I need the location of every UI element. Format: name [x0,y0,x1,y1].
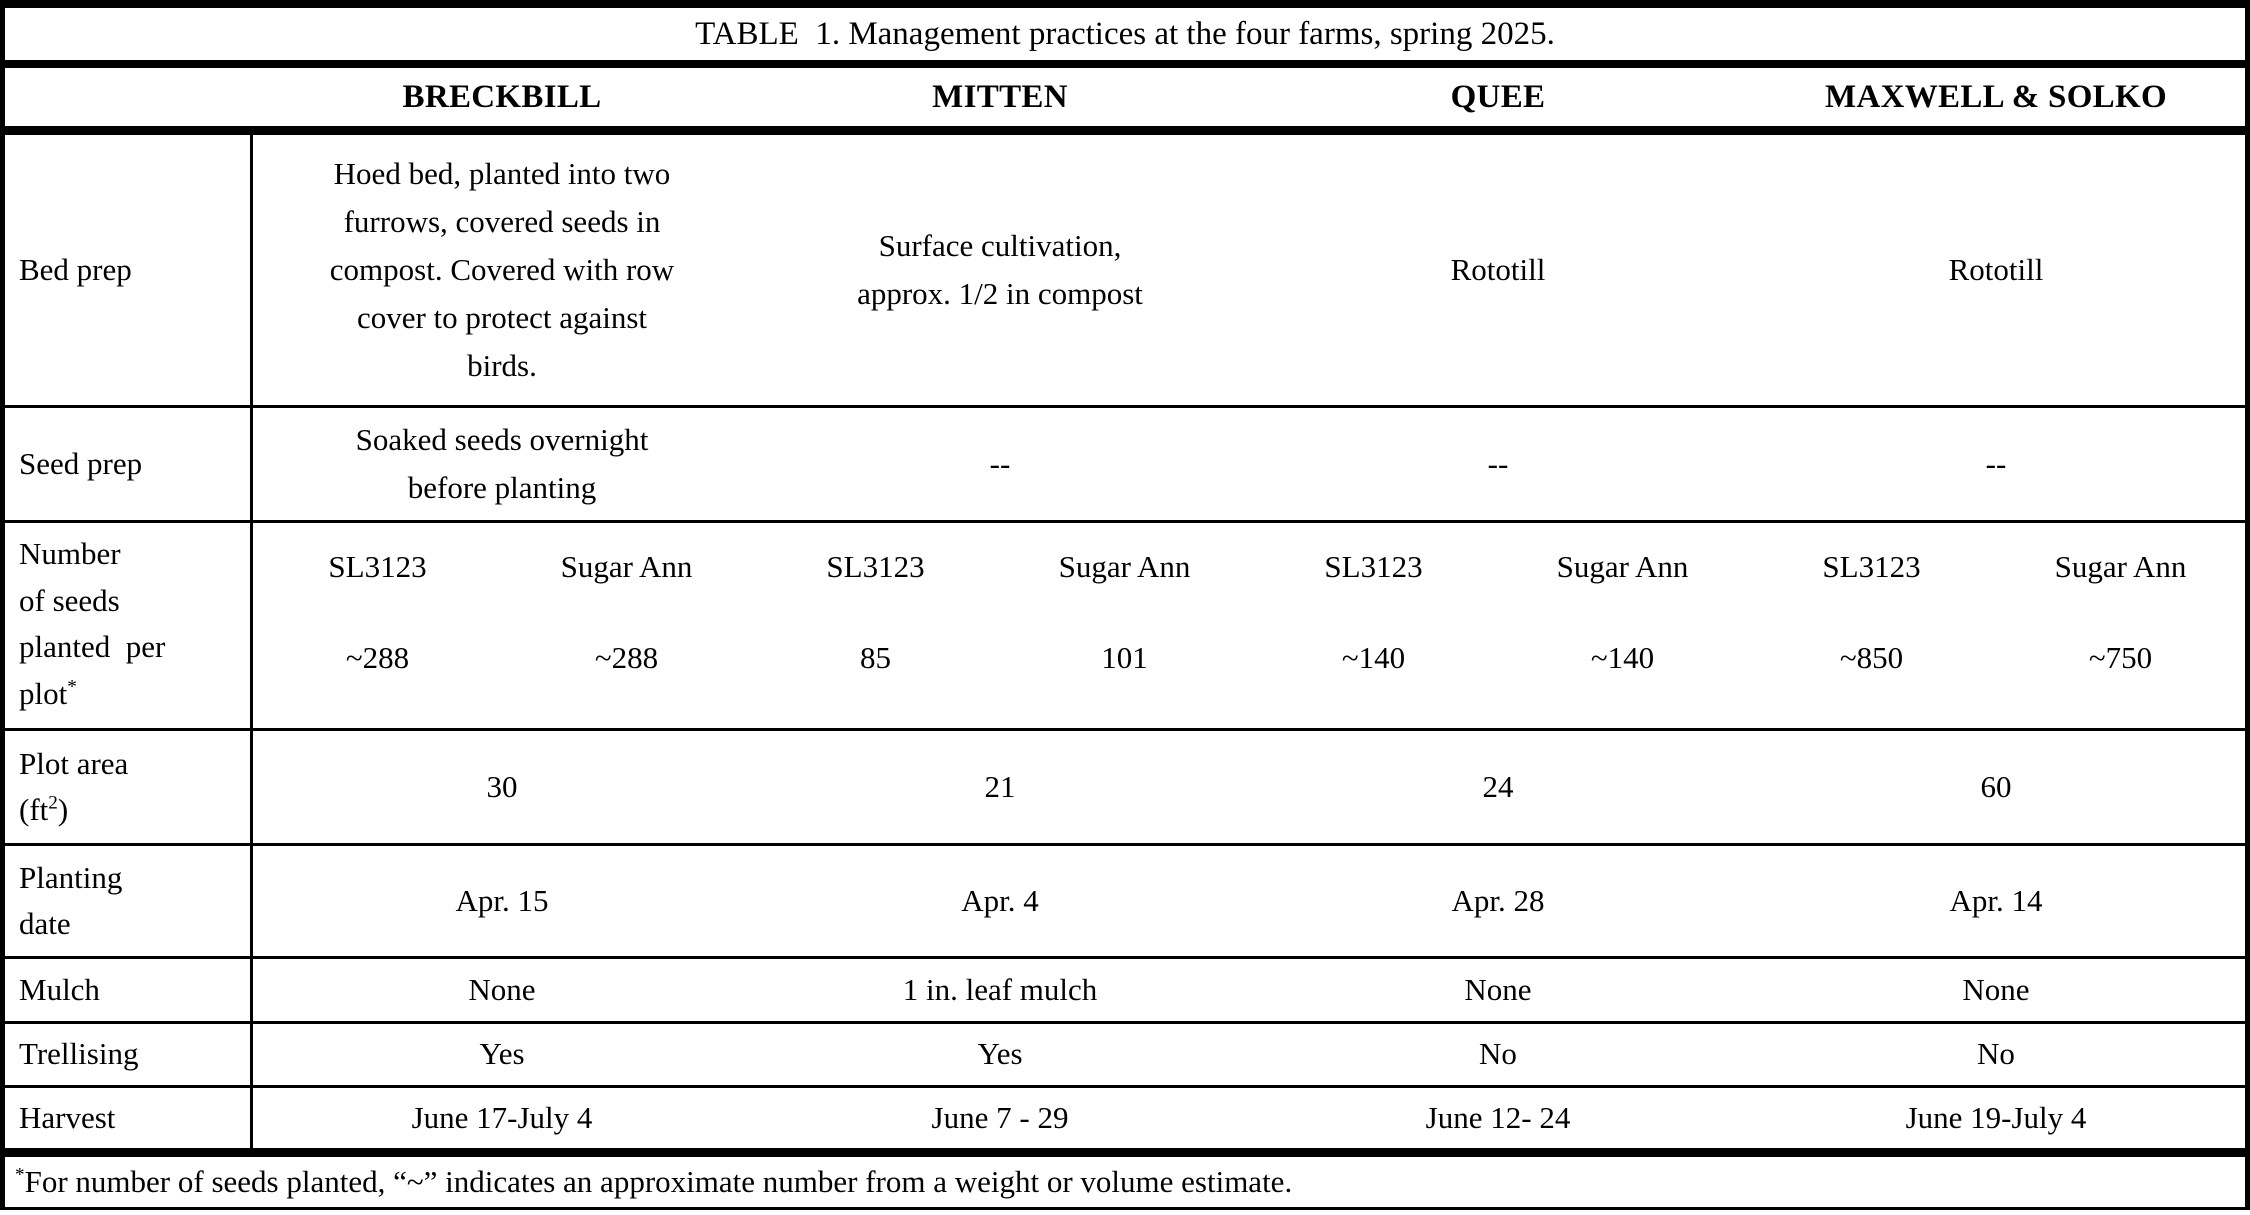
row-divider [5,1021,2245,1024]
row-divider [5,520,2245,523]
variety-name-sugar-ann: Sugar Ann [1058,549,1191,584]
row-label-mulch: Mulch [5,959,253,1021]
plot-area-unit-pre: (ft [19,792,49,827]
cell-seeds-maxwell-solko: SL3123 Sugar Ann ~850 ~750 [1747,523,2245,728]
cell-trellising-maxwell-solko: No [1977,1036,2015,1072]
column-header-maxwell-solko: MAXWELL & SOLKO [1825,78,2167,115]
row-label-harvest: Harvest [5,1088,253,1148]
cell-harvest-mitten: June 7 - 29 [931,1099,1069,1135]
row-label-seed-prep: Seed prep [5,408,253,520]
row-label-planting-date: Planting date [5,846,253,956]
plot-area-unit-post: ) [57,792,69,827]
variety-name-sugar-ann: Sugar Ann [1556,549,1689,584]
row-plot-area: Plot area (ft2) 30 21 24 60 [5,731,2245,843]
seed-count: ~288 [594,639,659,675]
cell-seeds-quee: SL3123 Sugar Ann ~140 ~140 [1249,523,1747,728]
variety-name-sl3123: SL3123 [826,549,925,584]
cell-seeds-breckbill: SL3123 Sugar Ann ~288 ~288 [253,523,751,728]
row-divider [5,405,2245,408]
header-spacer [5,68,253,126]
seed-count: ~140 [1590,639,1655,675]
row-seeds-planted: Number of seeds planted per plot* SL3123… [5,523,2245,728]
variety-name-sugar-ann: Sugar Ann [2054,549,2187,584]
header-divider-rule [5,126,2245,135]
cell-plot-area-maxwell-solko: 60 [1980,768,2012,804]
cell-trellising-mitten: Yes [977,1036,1023,1072]
caption-divider-rule [5,60,2245,68]
plot-area-label-line1: Plot area [19,745,129,781]
row-divider [5,956,2245,959]
cell-mulch-quee: None [1464,971,1532,1007]
cell-planting-date-breckbill: Apr. 15 [455,882,549,918]
table-bottom-rule [5,1207,2245,1210]
cell-harvest-breckbill: June 17-July 4 [411,1099,593,1135]
column-header-quee: QUEE [1450,78,1546,115]
row-label-bed-prep: Bed prep [5,135,253,405]
cell-plot-area-quee: 24 [1482,768,1514,804]
row-label-trellising: Trellising [5,1024,253,1085]
footnote-marker: * [15,1164,25,1186]
cell-mulch-mitten: 1 in. leaf mulch [902,971,1098,1007]
variety-name-sugar-ann: Sugar Ann [560,549,693,584]
seeds-label-footnote-marker: * [67,676,77,698]
table-footnote: *For number of seeds planted, “~” indica… [5,1157,2245,1207]
seed-count: ~850 [1839,639,1904,675]
row-harvest: Harvest June 17-July 4 June 7 - 29 June … [5,1088,2245,1148]
cell-planting-date-mitten: Apr. 4 [961,882,1039,918]
cell-plot-area-breckbill: 30 [486,768,518,804]
seed-count: 85 [860,639,891,675]
row-divider [5,843,2245,846]
seeds-label-text: Number of seeds planted per plot [19,536,166,711]
seed-count: 101 [1101,639,1148,675]
column-header-mitten: MITTEN [932,78,1068,115]
row-label-plot-area: Plot area (ft2) [5,731,253,843]
seed-count: ~750 [2088,639,2153,675]
cell-planting-date-quee: Apr. 28 [1451,882,1545,918]
cell-seed-prep-breckbill: Soaked seeds overnight before planting [355,421,649,505]
cell-seed-prep-mitten: -- [989,445,1011,481]
footnote-divider-rule [5,1148,2245,1157]
column-header-breckbill: BRECKBILL [402,78,602,115]
table-top-rule [5,0,2245,8]
cell-seed-prep-maxwell-solko: -- [1985,445,2007,481]
cell-bed-prep-quee: Rototill [1450,251,1546,287]
cell-harvest-maxwell-solko: June 19-July 4 [1905,1099,2087,1135]
row-bed-prep: Bed prep Hoed bed, planted into two furr… [5,135,2245,405]
row-divider [5,1085,2245,1088]
cell-mulch-breckbill: None [468,971,536,1007]
plot-area-unit-exponent: 2 [48,792,58,814]
cell-seed-prep-quee: -- [1487,445,1509,481]
cell-bed-prep-maxwell-solko: Rototill [1948,251,2044,287]
cell-bed-prep-mitten: Surface cultivation, approx. 1/2 in comp… [857,227,1143,311]
cell-mulch-maxwell-solko: None [1962,971,2030,1007]
cell-trellising-quee: No [1479,1036,1517,1072]
cell-trellising-breckbill: Yes [479,1036,525,1072]
row-seed-prep: Seed prep Soaked seeds overnight before … [5,408,2245,520]
variety-name-sl3123: SL3123 [1324,549,1423,584]
row-label-seeds-planted: Number of seeds planted per plot* [5,523,253,728]
cell-harvest-quee: June 12- 24 [1425,1099,1571,1135]
cell-bed-prep-breckbill: Hoed bed, planted into two furrows, cove… [329,155,675,384]
cell-seeds-mitten: SL3123 Sugar Ann 85 101 [751,523,1249,728]
variety-name-sl3123: SL3123 [328,549,427,584]
seed-count: ~140 [1341,639,1406,675]
row-mulch: Mulch None 1 in. leaf mulch None None [5,959,2245,1021]
row-trellising: Trellising Yes Yes No No [5,1024,2245,1085]
variety-name-sl3123: SL3123 [1822,549,1921,584]
row-divider [5,728,2245,731]
seed-count: ~288 [345,639,410,675]
plot-area-label-line2: (ft2) [19,787,244,834]
cell-planting-date-maxwell-solko: Apr. 14 [1949,882,2043,918]
footnote-text: For number of seeds planted, “~” indicat… [24,1164,1293,1199]
cell-plot-area-mitten: 21 [984,768,1016,804]
farm-header-row: BRECKBILL MITTEN QUEE MAXWELL & SOLKO [5,68,2245,126]
row-planting-date: Planting date Apr. 15 Apr. 4 Apr. 28 Apr… [5,846,2245,956]
table-caption: TABLE 1. Management practices at the fou… [695,15,1555,52]
